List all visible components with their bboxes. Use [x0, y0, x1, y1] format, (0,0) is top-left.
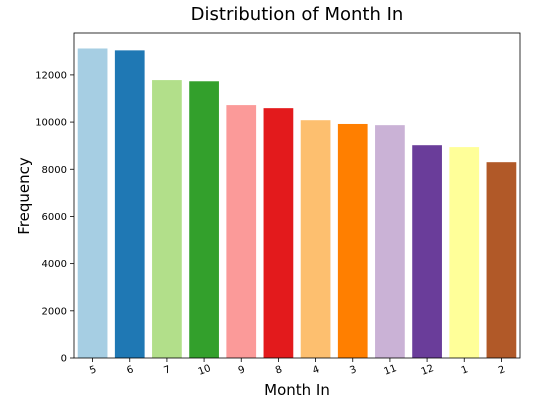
x-tick-label: 8 — [274, 364, 284, 377]
y-tick-label: 12000 — [35, 70, 67, 81]
x-tick-label: 11 — [383, 363, 399, 378]
x-tick-label: 9 — [237, 364, 247, 377]
y-tick-label: 8000 — [42, 165, 67, 176]
plot-frame — [73, 32, 521, 359]
bars-group — [77, 48, 517, 359]
chart-title: Distribution of Month In — [191, 4, 404, 25]
bar-month-1 — [449, 147, 480, 358]
bar-month-7 — [152, 80, 182, 358]
x-tick-label: 12 — [420, 363, 436, 378]
x-tick-label: 2 — [497, 364, 507, 377]
bar-month-11 — [375, 125, 405, 359]
x-tick-label: 5 — [88, 364, 98, 377]
y-tick-label: 2000 — [42, 306, 67, 317]
y-tick-label: 10000 — [35, 118, 67, 129]
bar-month-5 — [77, 48, 108, 358]
bar-month-10 — [189, 81, 219, 359]
y-tick-label: 6000 — [42, 212, 67, 223]
bar-month-3 — [337, 123, 368, 358]
x-tick-label: 3 — [348, 364, 358, 377]
x-tick-label: 4 — [311, 364, 321, 377]
y-axis: 0 2000 4000 6000 8000 10000 12000 — [35, 70, 74, 365]
x-tick-label: 7 — [163, 364, 173, 377]
y-tick-label: 0 — [61, 354, 67, 365]
bar-month-12 — [412, 145, 442, 358]
y-axis-label: Frequency — [15, 157, 33, 235]
bar-month-9 — [226, 105, 257, 358]
bar-month-6 — [114, 50, 145, 359]
x-tick-label: 10 — [197, 363, 213, 378]
bar-month-8 — [263, 108, 294, 358]
x-axis-label: Month In — [264, 381, 330, 399]
x-axis: 5 6 7 10 9 8 4 3 11 12 1 2 — [88, 358, 507, 378]
x-tick-label: 1 — [460, 364, 470, 377]
bar-month-4 — [300, 120, 331, 358]
bar-month-2 — [486, 162, 517, 358]
x-tick-label: 6 — [125, 364, 135, 377]
y-tick-label: 4000 — [42, 259, 67, 270]
